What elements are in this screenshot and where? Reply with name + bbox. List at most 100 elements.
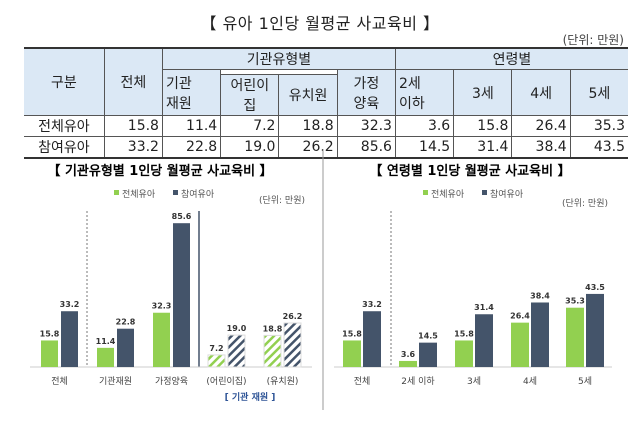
category-label: (어린이집) (206, 375, 246, 387)
cell: 26.4 (511, 115, 571, 137)
bar-total (97, 347, 114, 367)
header-daycare: 어린이집 (220, 74, 280, 116)
table-row: 참여유아 33.2 22.8 19.0 26.2 85.6 14.5 31.4 … (24, 136, 628, 159)
data-label: 33.2 (362, 300, 382, 309)
row-label: 참여유아 (24, 136, 105, 159)
data-label: 7.2 (209, 344, 223, 353)
data-label: 43.5 (585, 283, 605, 292)
cell: 31.4 (453, 136, 513, 159)
category-label: 가정양육 (155, 376, 188, 387)
bar-participating (419, 342, 437, 367)
data-label: 33.2 (60, 300, 80, 309)
cell: 19.0 (220, 136, 280, 159)
category-label: 4세 (523, 376, 537, 387)
header-age2: 2세 이하 (394, 69, 455, 116)
header-age3: 3세 (453, 69, 513, 116)
table-title: 【 유아 1인당 월평균 사교육비 】 (200, 14, 440, 33)
data-label: 26.2 (283, 312, 303, 321)
legend-label-participating: 참여유아 (490, 188, 524, 200)
bar-total (263, 334, 282, 368)
header-home: 가정 양육 (336, 69, 396, 116)
header-institution: 기관 재원 (162, 69, 222, 116)
data-label: 15.8 (40, 329, 60, 338)
bar-total (566, 307, 584, 367)
header-by-age: 연령별 (394, 47, 628, 70)
bar-total (455, 340, 473, 367)
data-label: 11.4 (96, 337, 116, 346)
bar-participating (117, 328, 134, 367)
legend: 전체유아 참여유아 (114, 188, 215, 200)
bar-total (153, 312, 170, 367)
expense-table: 구분 전체 기관유형별 연령별 기관 재원 가정 양육 2세 이하 3세 4세 … (24, 47, 628, 159)
header-total: 전체 (103, 47, 163, 116)
legend-swatch-participating (173, 190, 178, 195)
bar-participating (586, 293, 604, 367)
legend-label-total: 전체유아 (122, 189, 156, 200)
data-label: 26.4 (510, 312, 530, 321)
category-label: 5세 (578, 376, 592, 387)
cell: 43.5 (569, 136, 628, 159)
legend-swatch-total (423, 190, 428, 195)
bar-participating (61, 311, 78, 367)
age-chart: 【 연령별 1인당 월평균 사교육비 】 (단위: 만원) 전체유아 참여유아 … (322, 150, 612, 410)
chart-title: 【 연령별 1인당 월평균 사교육비 】 (369, 163, 570, 179)
row-label: 전체유아 (24, 115, 105, 137)
bar-participating (227, 334, 246, 368)
header-age4: 4세 (511, 69, 571, 116)
table-row: 전체유아 15.8 11.4 7.2 18.8 32.3 3.6 15.8 26… (24, 115, 628, 137)
data-label: 31.4 (474, 303, 494, 312)
bar-participating (531, 302, 549, 367)
legend-swatch-participating (482, 190, 487, 195)
data-label: 18.8 (263, 324, 283, 333)
chart-title: 【 기관유형별 1인당 월평균 사교육비 】 (47, 163, 272, 179)
data-label: 15.8 (342, 329, 362, 338)
cell: 14.5 (394, 136, 455, 159)
legend-swatch-total (114, 190, 119, 195)
cell: 15.8 (103, 115, 163, 137)
cell: 7.2 (220, 115, 280, 137)
cell: 18.8 (278, 115, 338, 137)
cell: 15.8 (453, 115, 513, 137)
data-label: 35.3 (565, 297, 585, 306)
cell: 38.4 (511, 136, 571, 159)
bar-participating (475, 314, 493, 367)
cell: 11.4 (161, 115, 222, 137)
bar-total (41, 340, 58, 367)
data-label: 3.6 (401, 350, 416, 359)
bar-total (343, 340, 361, 367)
header-category: 구분 (24, 47, 105, 116)
chart-unit: (단위: 만원) (259, 195, 305, 206)
data-label: 32.3 (152, 302, 172, 311)
header-kindergarten: 유치원 (278, 74, 338, 116)
header-age5: 5세 (569, 69, 628, 116)
data-label: 22.8 (116, 318, 136, 327)
data-label: 15.8 (454, 329, 474, 338)
cell: 3.6 (394, 115, 455, 137)
bar-total (511, 322, 529, 367)
category-label: 전체 (51, 376, 68, 387)
data-label: 19.0 (227, 324, 247, 333)
institution-chart: 【 기관유형별 1인당 월평균 사교육비 】 (단위: 만원) 전체유아 참여유… (30, 163, 312, 403)
bar-participating (173, 223, 190, 367)
bar-total (399, 360, 417, 367)
group-label: [ 기관 재원 ] (225, 391, 276, 403)
cell: 85.6 (336, 136, 396, 159)
data-label: 14.5 (418, 332, 438, 341)
cell: 35.3 (569, 115, 628, 137)
legend-label-total: 전체유아 (431, 189, 465, 200)
data-label: 85.6 (172, 212, 192, 221)
table-unit: (단위: 만원) (562, 33, 624, 47)
category-label: (유치원) (267, 375, 299, 387)
cell: 22.8 (161, 136, 222, 159)
category-label: 기관재원 (99, 376, 132, 387)
data-label: 38.4 (530, 291, 550, 300)
bar-participating (363, 311, 381, 367)
category-label: 3세 (467, 376, 481, 387)
legend: 전체유아 참여유아 (423, 188, 524, 200)
legend-label-participating: 참여유아 (181, 188, 215, 200)
category-label: 전체 (354, 376, 371, 387)
bar-total (207, 354, 226, 368)
chart-unit: (단위: 만원) (562, 198, 608, 209)
category-label: 2세 이하 (401, 376, 435, 387)
cell: 32.3 (336, 115, 396, 137)
